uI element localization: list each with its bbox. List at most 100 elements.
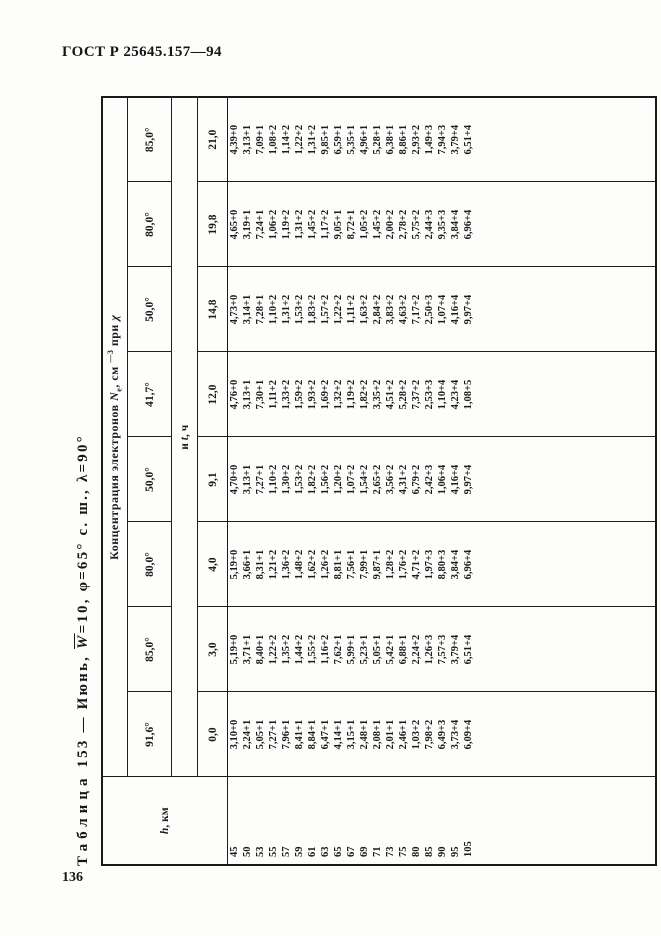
ne-value: 7,17+2 — [410, 267, 423, 352]
ne-value: 1,56+2 — [319, 437, 332, 522]
h-value: 105 — [462, 777, 475, 865]
ne-value: 1,10+2 — [267, 437, 280, 522]
ne-value: 9,05+1 — [332, 182, 345, 267]
table-row: 55 7,27+1 1,22+2 1,21+2 1,10+2 1,11+2 1,10+2 1,… — [267, 96, 280, 865]
ne-value: 7,99+1 — [358, 522, 371, 607]
electron-concentration-table: h, км Концентрация электронов Ne, см —3 … — [101, 95, 657, 866]
ne-value: 1,31+2 — [293, 182, 306, 267]
ne-value: 1,83+2 — [306, 267, 319, 352]
empty-cell — [475, 352, 656, 437]
ne-value: 1,48+2 — [293, 522, 306, 607]
ne-value: 6,59+1 — [332, 96, 345, 182]
empty-cell — [475, 96, 656, 182]
ne-value: 5,05+1 — [254, 692, 267, 777]
ne-value: 1,44+2 — [293, 607, 306, 692]
table-title-rest: 153 — Июнь, — [75, 648, 91, 774]
units-exponent: —3 — [106, 349, 116, 363]
ne-value: 1,53+2 — [293, 267, 306, 352]
time-header: 21,0 — [197, 96, 228, 182]
angle-header: 80,0° — [127, 182, 172, 267]
ne-value: 4,65+0 — [227, 182, 241, 267]
ne-value: 7,37+2 — [410, 352, 423, 437]
ne-value: 6,09+4 — [462, 692, 475, 777]
ne-value: 1,08+2 — [267, 96, 280, 182]
h-value: 61 — [306, 777, 319, 865]
angle-header: 50,0° — [127, 267, 172, 352]
ne-value: 6,51+4 — [462, 96, 475, 182]
ne-value: 1,14+2 — [280, 96, 293, 182]
ne-value: 1,10+4 — [436, 352, 449, 437]
ne-value: 2,00+2 — [384, 182, 397, 267]
ne-value: 1,59+2 — [293, 352, 306, 437]
ne-value: 5,19+0 — [227, 522, 241, 607]
table-row: 80 1,03+2 2,24+2 4,71+2 6,79+2 7,37+2 7,17+2 5,… — [410, 96, 423, 865]
h-column-header: h, км — [102, 777, 228, 865]
ne-value: 6,49+3 — [436, 692, 449, 777]
ne-value: 3,83+2 — [384, 267, 397, 352]
units-text: , см — [107, 362, 122, 388]
ne-value: 2,24+2 — [410, 607, 423, 692]
time-header: 14,8 — [197, 267, 228, 352]
ne-value: 5,05+1 — [371, 607, 384, 692]
ne-value: 4,76+0 — [227, 352, 241, 437]
table-row: 75 2,46+1 6,88+1 1,76+2 4,31+2 5,28+2 4,63+2 2,… — [397, 96, 410, 865]
ne-value: 1,19+2 — [280, 182, 293, 267]
ne-value: 1,45+2 — [371, 182, 384, 267]
ne-value: 4,14+1 — [332, 692, 345, 777]
ne-value: 9,87+1 — [371, 522, 384, 607]
ne-value: 9,35+3 — [436, 182, 449, 267]
ne-value: 1,57+2 — [319, 267, 332, 352]
ne-value: 4,51+2 — [384, 352, 397, 437]
angle-header: 85,0° — [127, 607, 172, 692]
table-row: 71 2,08+1 5,05+1 9,87+1 2,65+2 3,35+2 2,84+2 1,… — [371, 96, 384, 865]
ne-value: 1,82+2 — [358, 352, 371, 437]
ne-value: 9,97+4 — [462, 437, 475, 522]
ne-value: 7,62+1 — [332, 607, 345, 692]
ne-value: 3,10+0 — [227, 692, 241, 777]
ne-value: 2,84+2 — [371, 267, 384, 352]
ne-value: 1,22+2 — [293, 96, 306, 182]
table-body: 45 3,10+0 5,19+0 5,19+0 4,70+0 4,76+0 4,73+0 4,… — [227, 96, 475, 865]
ne-value: 2,65+2 — [371, 437, 384, 522]
ne-value: 1,07+4 — [436, 267, 449, 352]
ne-value: 1,11+2 — [345, 267, 358, 352]
ne-value: 5,35+1 — [345, 96, 358, 182]
table-row: 63 6,47+1 1,16+2 1,26+2 1,56+2 1,69+2 1,57+2 1,… — [319, 96, 332, 865]
ne-value: 4,16+4 — [449, 437, 462, 522]
ne-value: 1,76+2 — [397, 522, 410, 607]
ne-value: 2,93+2 — [410, 96, 423, 182]
angle-header: 41,7° — [127, 352, 172, 437]
ne-value: 1,69+2 — [319, 352, 332, 437]
table-row: 69 2,48+1 5,23+1 7,99+1 1,54+2 1,82+2 1,63+2 1,… — [358, 96, 371, 865]
ne-value: 1,20+2 — [332, 437, 345, 522]
ne-value: 8,84+1 — [306, 692, 319, 777]
t-symbol: t — [178, 437, 191, 441]
ne-value: 3,56+2 — [384, 437, 397, 522]
ne-value: 1,31+2 — [306, 96, 319, 182]
rotated-table-container: Таблица 153 — Июнь, W=10, φ=65° с. ш., λ… — [75, 94, 657, 866]
ne-value: 4,31+2 — [397, 437, 410, 522]
empty-cell — [475, 692, 656, 777]
ne-value: 1,28+2 — [384, 522, 397, 607]
h-value: 75 — [397, 777, 410, 865]
ne-value: 1,63+2 — [358, 267, 371, 352]
ne-value: 2,78+2 — [397, 182, 410, 267]
ne-value: 9,85+1 — [319, 96, 332, 182]
concentration-header: Концентрация электронов Ne, см —3 при χ — [102, 96, 128, 777]
empty-cell — [475, 522, 656, 607]
empty-cell — [475, 182, 656, 267]
empty-cell — [475, 777, 656, 865]
ne-value: 5,42+1 — [384, 607, 397, 692]
ne-value: 6,96+4 — [462, 182, 475, 267]
h-symbol: h — [159, 827, 171, 835]
ne-value: 6,47+1 — [319, 692, 332, 777]
ne-value: 1,49+3 — [423, 96, 436, 182]
empty-cell — [475, 437, 656, 522]
ne-value: 2,46+1 — [397, 692, 410, 777]
angle-header: 85,0° — [127, 96, 172, 182]
ne-value: 1,93+2 — [306, 352, 319, 437]
h-value: 80 — [410, 777, 423, 865]
table-row: 59 8,41+1 1,44+2 1,48+2 1,53+2 1,59+2 1,53+2 1,… — [293, 96, 306, 865]
ne-value: 1,32+2 — [332, 352, 345, 437]
ne-value: 3,35+2 — [371, 352, 384, 437]
